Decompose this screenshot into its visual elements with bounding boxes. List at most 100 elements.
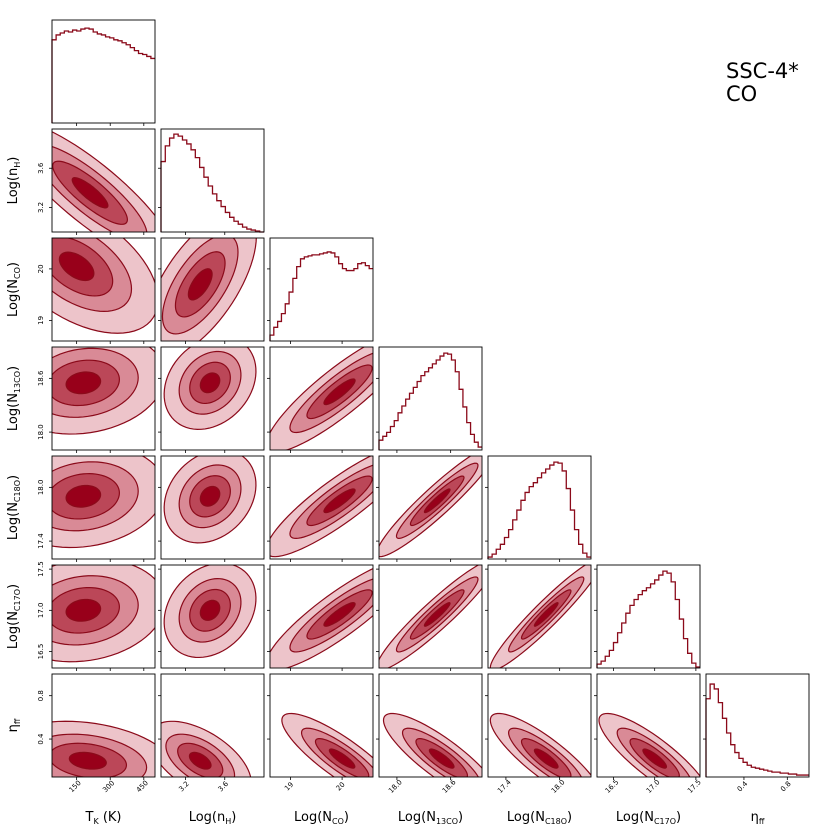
histogram-nc18o — [487, 461, 591, 559]
x-tick-label-tk: 450 — [135, 779, 150, 794]
x-tick-label-nco: 19 — [283, 781, 295, 793]
contour-panel-eta-vs-n13co — [382, 712, 482, 777]
y-tick-label-nh: 3.6 — [37, 162, 45, 174]
axes-frame-3-1 — [160, 346, 265, 451]
contour-level-4 — [323, 378, 356, 406]
axes-frame-4-2 — [269, 455, 374, 560]
axes-frame-6-3 — [378, 673, 483, 778]
contour-panel-nc17o-vs-nco — [270, 567, 373, 668]
contour-level-4 — [199, 485, 221, 507]
y-tick-label-eta: 0.8 — [37, 690, 45, 701]
y-axis-label-nc18o: Log(NC18O) — [6, 475, 22, 540]
figure-title-line-1: SSC-4* — [726, 59, 799, 83]
x-tick-label-eta: 0.8 — [779, 780, 793, 794]
x-axis-label-tk: TK (K) — [84, 810, 121, 826]
contour-panel-eta-vs-nc17o — [598, 712, 700, 777]
axes-frame-2-0 — [51, 237, 156, 342]
contour-level-4 — [65, 484, 102, 508]
histogram-nco — [269, 251, 373, 341]
axes-frame-0-0 — [51, 19, 156, 124]
x-tick-label-nh: 3.2 — [177, 780, 191, 794]
axes-frame-6-4 — [487, 673, 592, 778]
axes-frame-5-2 — [269, 564, 374, 669]
x-tick-label-n13co: 18.6 — [441, 778, 458, 795]
y-axis-label-eta: ηff — [6, 718, 22, 732]
contour-panel-nco-vs-tk — [52, 238, 155, 334]
contour-panel-nh-vs-tk — [52, 131, 155, 232]
axes-frame-6-1 — [160, 673, 265, 778]
contour-panel-nc17o-vs-tk — [52, 565, 155, 663]
x-tick-label-nc18o: 18.0 — [550, 778, 567, 795]
x-tick-label-nc17o: 16.5 — [604, 778, 621, 795]
contour-level-4 — [187, 268, 213, 301]
contour-panel-eta-vs-nc18o — [489, 712, 591, 777]
y-tick-label-nc17o: 17.5 — [37, 561, 45, 577]
axes-frame-5-3 — [378, 564, 483, 669]
axes-frame-3-0 — [51, 346, 156, 451]
y-tick-label-nc18o: 17.4 — [37, 533, 45, 549]
axes-frame-3-3 — [378, 346, 483, 451]
contour-panel-nc17o-vs-nh — [163, 565, 257, 659]
x-tick-label-nh: 3.6 — [217, 779, 231, 793]
histogram-nc17o — [596, 570, 700, 668]
contour-panel-nc18o-vs-n13co — [379, 456, 482, 558]
x-tick-label-eta: 0.4 — [736, 779, 750, 793]
contour-panel-n13co-vs-tk — [52, 347, 155, 435]
y-axis-label-n13co: Log(N13CO) — [6, 366, 22, 431]
y-tick-label-nco: 19 — [37, 316, 45, 325]
contour-level-4 — [58, 251, 95, 282]
x-axis-label-n13co: Log(N13CO) — [398, 810, 463, 826]
contour-level-4 — [533, 748, 559, 769]
contour-panel-nc18o-vs-nh — [163, 456, 257, 544]
contour-level-4 — [199, 599, 221, 621]
contour-level-4 — [423, 488, 451, 514]
y-tick-label-nc18o: 18.0 — [37, 480, 45, 496]
axes-frame-4-4 — [487, 455, 592, 560]
contour-level-4 — [65, 598, 102, 622]
x-axis-label-nh: Log(nH) — [189, 810, 237, 826]
contour-panel-eta-vs-nh — [161, 720, 252, 777]
axes-frame-3-2 — [269, 346, 374, 451]
contour-level-4 — [68, 751, 107, 770]
axes-frame-5-0 — [51, 564, 156, 669]
contour-level-4 — [188, 751, 212, 770]
contour-level-4 — [328, 748, 356, 769]
contour-level-4 — [323, 488, 356, 514]
axes-frame-4-0 — [51, 455, 156, 560]
x-tick-label-n13co: 18.0 — [387, 778, 404, 795]
axes-frame-5-1 — [160, 564, 265, 669]
contour-panel-nc17o-vs-n13co — [379, 565, 482, 668]
y-tick-label-nc17o: 16.5 — [37, 644, 45, 660]
contour-panel-nc18o-vs-nco — [270, 456, 373, 558]
contour-level-4 — [71, 177, 109, 209]
axes-frame-6-0 — [51, 673, 156, 778]
x-axis-label-eta: ηff — [751, 810, 765, 826]
x-tick-label-nc17o: 17.0 — [645, 778, 662, 795]
axes-frame-2-1 — [160, 237, 265, 342]
contour-panel-nc17o-vs-nc18o — [489, 565, 591, 668]
contour-panel-eta-vs-tk — [52, 720, 155, 777]
axes-frame-4-3 — [378, 455, 483, 560]
contour-panel-n13co-vs-nh — [163, 347, 257, 430]
y-tick-label-nh: 3.2 — [37, 202, 45, 213]
y-tick-label-n13co: 18.0 — [37, 424, 45, 440]
y-axis-label-nc17o: Log(NC17O) — [6, 584, 22, 649]
contour-level-4 — [423, 602, 451, 627]
histogram-eta — [705, 683, 809, 777]
y-axis-label-nco: Log(NCO) — [6, 262, 22, 317]
histogram-n13co — [378, 352, 482, 450]
x-axis-label-nco: Log(NCO) — [294, 810, 349, 826]
figure-title: SSC-4* CO — [726, 60, 799, 106]
axes-frame-2-2 — [269, 237, 374, 342]
figure-title-line-2: CO — [726, 82, 758, 106]
contour-level-4 — [642, 748, 668, 769]
y-tick-label-nc17o: 17.0 — [37, 603, 45, 619]
y-tick-label-eta: 0.4 — [37, 733, 45, 745]
y-tick-label-nco: 20 — [37, 264, 45, 273]
contour-panel-n13co-vs-nco — [270, 347, 373, 450]
contour-level-4 — [428, 748, 455, 769]
x-tick-label-tk: 300 — [101, 779, 116, 794]
x-tick-label-tk: 150 — [68, 779, 83, 794]
axes-frame-6-2 — [269, 673, 374, 778]
